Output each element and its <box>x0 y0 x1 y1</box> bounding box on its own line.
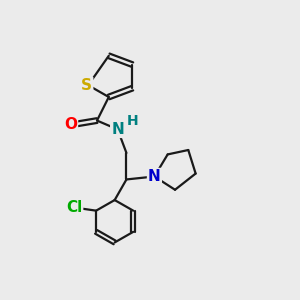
Text: S: S <box>81 78 92 93</box>
Text: O: O <box>64 118 77 133</box>
Text: N: N <box>111 122 124 137</box>
Text: Cl: Cl <box>66 200 82 215</box>
Text: H: H <box>127 114 139 128</box>
Text: N: N <box>148 169 161 184</box>
